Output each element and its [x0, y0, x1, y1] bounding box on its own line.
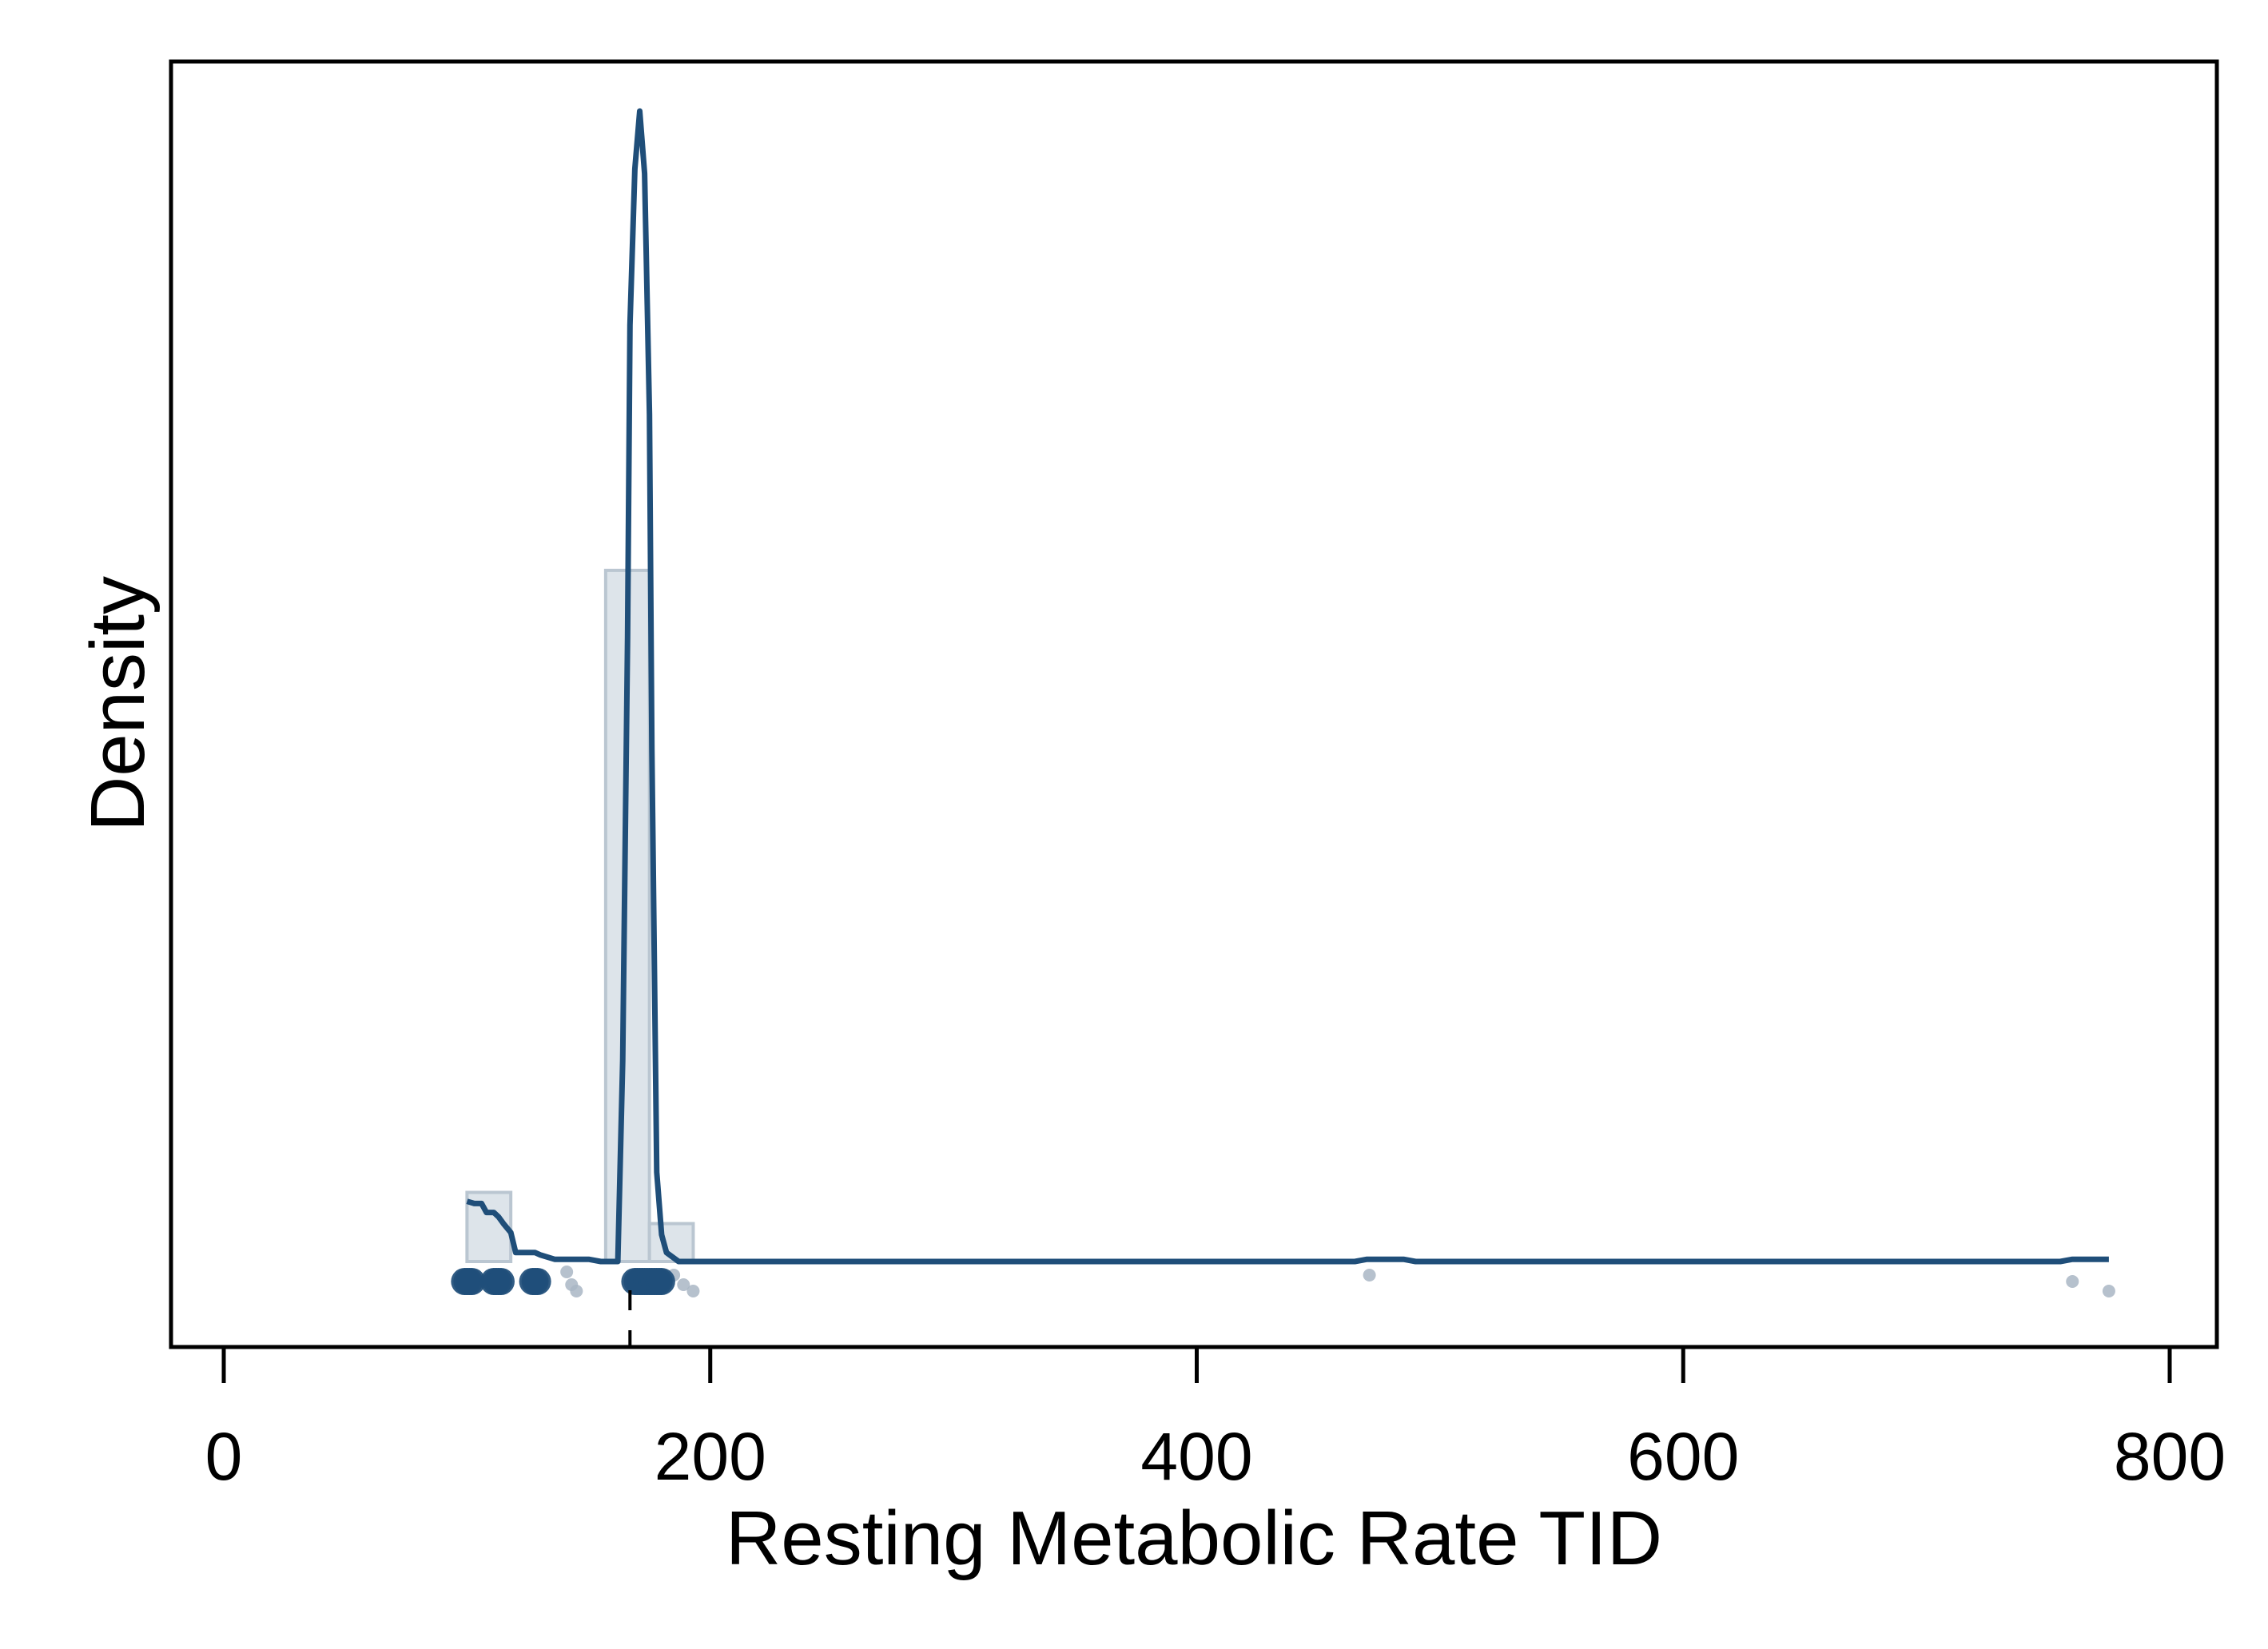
- observation-point-faint: [570, 1285, 583, 1297]
- x-axis: 0 200 400 600 800: [205, 1347, 2226, 1494]
- observation-point-faint: [2066, 1275, 2079, 1288]
- density-curve-layer: [466, 108, 2109, 1265]
- x-tick-label: 0: [205, 1419, 243, 1494]
- density-curve: [466, 108, 2109, 1265]
- x-axis-title: Resting Metabolic Rate TID: [726, 1496, 1662, 1581]
- observation-point-faint: [1363, 1269, 1376, 1281]
- observation-point-faint: [686, 1285, 700, 1297]
- observation-point: [458, 1268, 486, 1295]
- plot-frame: [169, 59, 2219, 1349]
- observation-point-faint: [560, 1266, 574, 1278]
- observation-point: [647, 1268, 675, 1295]
- observation-point-faint: [677, 1278, 690, 1291]
- observation-points: [451, 1266, 2115, 1297]
- observation-point: [487, 1268, 515, 1295]
- x-tick-label: 200: [655, 1419, 766, 1494]
- y-axis-title: Density: [75, 576, 161, 832]
- x-tick-label: 400: [1140, 1419, 1252, 1494]
- observation-point: [523, 1268, 551, 1295]
- x-tick-label: 600: [1627, 1419, 1739, 1494]
- observation-point-faint: [2102, 1285, 2115, 1297]
- x-tick-label: 800: [2114, 1419, 2226, 1494]
- histogram-bar-4: [647, 1222, 695, 1263]
